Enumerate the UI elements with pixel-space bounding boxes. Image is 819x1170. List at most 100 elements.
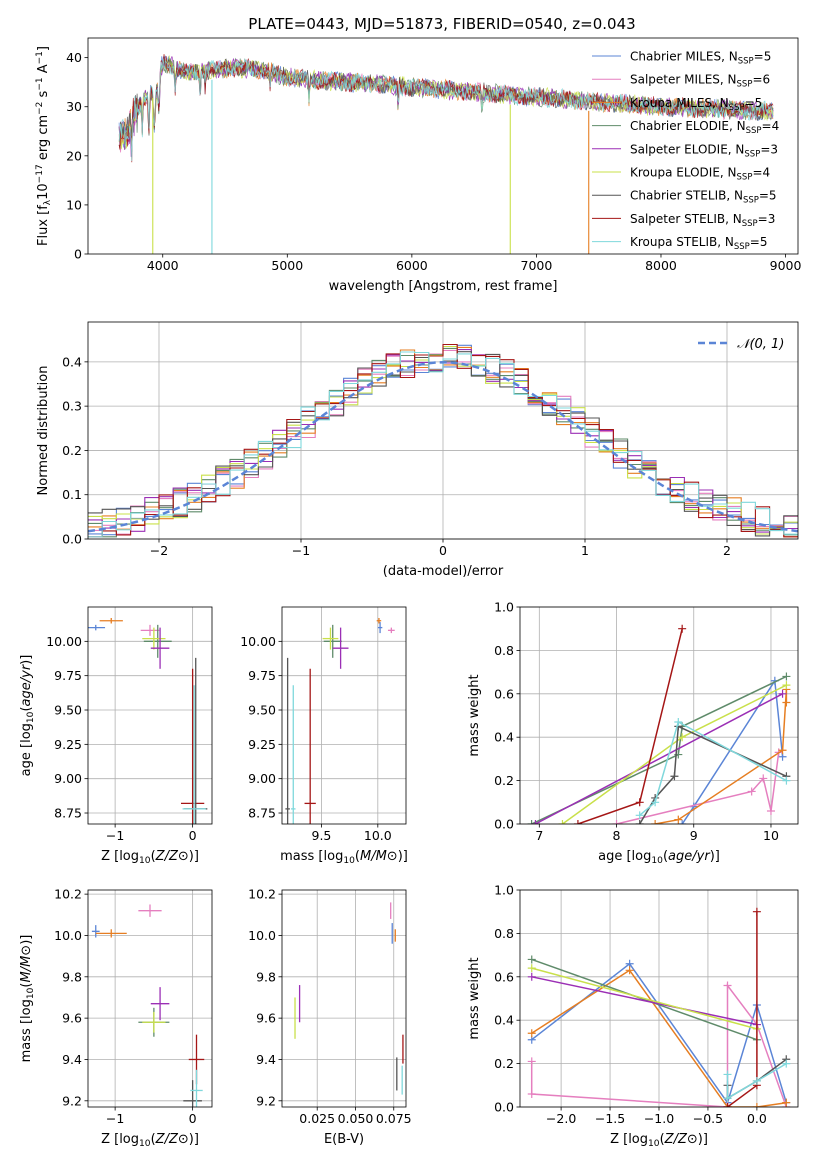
axes-frame: −1 0 8.75 9.00 9.25 9.50 9.75 10.00 Z [log10(Z/Z… xyxy=(19,606,213,866)
weight-marker xyxy=(678,624,687,633)
legend-entry: Kroupa STELIB, NSSP=5 xyxy=(630,235,768,252)
axes-border xyxy=(87,37,799,255)
y-tick-label: 10.2 xyxy=(54,887,82,902)
weight-marker xyxy=(782,681,791,690)
weight-marker xyxy=(678,733,687,742)
weight-marker xyxy=(766,806,775,815)
y-tick-label: 0.1 xyxy=(62,487,82,502)
weight-marker xyxy=(782,672,791,681)
y-tick-label: 8.75 xyxy=(54,806,82,821)
y-tick-label: 9.25 xyxy=(248,737,276,752)
figure-title: PLATE=0443, MJD=51873, FIBERID=0540, z=0… xyxy=(248,15,635,33)
gaussian-curve xyxy=(88,361,798,533)
weight-line xyxy=(531,958,758,1041)
y-tick-label: 10 xyxy=(66,197,82,212)
x-axis-label: mass [log10(M/M⊙)] xyxy=(280,849,408,866)
x-tick-label: −1.0 xyxy=(644,1111,674,1126)
y-tick-label: 0.4 xyxy=(494,1013,514,1028)
plot-area xyxy=(91,904,205,1107)
x-tick-label: 7000 xyxy=(521,258,553,273)
weight-marker xyxy=(782,1059,791,1068)
errorbar-point xyxy=(182,685,206,824)
grid xyxy=(282,890,406,1107)
y-tick-label: 0.6 xyxy=(494,969,514,984)
x-tick-label: 8 xyxy=(613,828,621,843)
y-tick-label: 0 xyxy=(74,247,82,262)
weight-marker xyxy=(558,820,567,824)
legend: 𝒩(0, 1) xyxy=(698,337,784,352)
y-tick-label: 1.0 xyxy=(494,600,514,615)
x-tick-label: 9 xyxy=(690,828,698,843)
weight-marker xyxy=(635,820,644,824)
errorbar-point xyxy=(332,627,349,669)
x-axis-label: (data-model)/error xyxy=(383,564,504,579)
axes-border xyxy=(87,889,213,1108)
weight-marker xyxy=(782,1098,791,1107)
legend-entry: Chabrier MILES, NSSP=5 xyxy=(630,50,771,67)
y-tick-label: 10.0 xyxy=(54,928,82,943)
legend-entry: Salpeter MILES, NSSP=6 xyxy=(630,73,770,90)
y-tick-label: 9.00 xyxy=(248,771,276,786)
x-axis-label: E(B-V) xyxy=(324,1132,364,1147)
weight-marker xyxy=(527,1057,536,1066)
y-tick-label: 9.50 xyxy=(54,703,82,718)
x-axis-label: wavelength [Angstrom, rest frame] xyxy=(329,279,558,294)
y-tick-label: 1.0 xyxy=(494,883,514,898)
y-tick-label: 0.8 xyxy=(494,643,514,658)
y-tick-label: 0.0 xyxy=(494,1100,514,1115)
y-tick-label: 0.2 xyxy=(62,443,82,458)
y-tick-label: 10.2 xyxy=(248,887,276,902)
weight-marker xyxy=(651,798,660,807)
weight-marker xyxy=(674,815,683,824)
y-tick-label: 9.6 xyxy=(62,1011,82,1026)
y-tick-label: 9.6 xyxy=(256,1011,276,1026)
x-tick-label: 5000 xyxy=(271,258,303,273)
weight-marker xyxy=(527,1089,536,1098)
axes-frame: 9.5 10.0 8.75 9.00 9.25 9.50 9.75 10.00 mass [lo… xyxy=(240,606,408,866)
y-tick-label: 0.4 xyxy=(62,354,82,369)
errorbar-point xyxy=(150,987,170,1021)
axes-border xyxy=(87,606,213,825)
x-axis-label: Z [log10(Z/Z⊙)] xyxy=(101,849,199,866)
x-tick-label: −1.5 xyxy=(595,1111,625,1126)
axes-frame: 4000 5000 6000 7000 8000 9000 0 10 20 30 40 wavelen… xyxy=(35,37,801,294)
x-tick-label: −1 xyxy=(292,543,310,558)
mass-z-axes: −1 0 9.2 9.4 9.6 9.8 10.0 10.2 Z [log10(Z/Z⊙)] ma… xyxy=(19,887,213,1149)
axes-border xyxy=(281,606,407,825)
y-tick-label: 20 xyxy=(66,148,82,163)
y-tick-label: 9.00 xyxy=(54,771,82,786)
legend-entry: Kroupa ELODIE, NSSP=4 xyxy=(630,166,770,183)
axes-frame: 7 8 9 10 0.0 0.2 0.4 0.6 0.8 1.0 age [log10(age/yr… xyxy=(467,600,799,866)
y-tick-label: 9.8 xyxy=(256,969,276,984)
x-tick-label: −1 xyxy=(106,1111,124,1126)
x-tick-label: 0.025 xyxy=(299,1111,335,1126)
y-tick-label: 9.4 xyxy=(256,1052,276,1067)
y-tick-label: 0.4 xyxy=(494,730,514,745)
errorbar-point xyxy=(387,627,395,634)
plot-area xyxy=(118,54,774,254)
x-tick-label: 0.075 xyxy=(376,1111,412,1126)
errorbar-point xyxy=(323,624,342,658)
errorbar-point xyxy=(142,627,166,650)
y-tick-label: 9.2 xyxy=(256,1093,276,1108)
weight-marker xyxy=(531,820,540,824)
errorbar-point xyxy=(183,1080,202,1107)
weight-marker xyxy=(674,718,683,727)
grid xyxy=(88,890,212,1107)
weight-marker xyxy=(723,1070,732,1079)
y-tick-label: 40 xyxy=(66,50,82,65)
errorbar-point xyxy=(377,622,383,634)
y-tick-label: 0.6 xyxy=(494,686,514,701)
x-axis-label: Z [log10(Z/Z⊙)] xyxy=(101,1132,199,1149)
plot-area xyxy=(88,343,798,538)
x-tick-label: 0.0 xyxy=(747,1111,767,1126)
errorbar-point xyxy=(322,627,339,650)
errorbar-point xyxy=(142,1011,166,1033)
x-axis-label: Z [log10(Z/Z⊙)] xyxy=(610,1132,708,1149)
x-tick-label: −2.0 xyxy=(546,1111,576,1126)
y-axis-label: mass weight xyxy=(467,957,482,1039)
y-tick-label: 9.25 xyxy=(54,737,82,752)
weight-line xyxy=(727,911,758,1107)
axes-frame: −2.0 −1.5 −1.0 −0.5 0.0 0.0 0.2 0.4 0.6 0.8 1.0 Z [… xyxy=(467,883,799,1149)
errorbar-point xyxy=(291,685,296,824)
